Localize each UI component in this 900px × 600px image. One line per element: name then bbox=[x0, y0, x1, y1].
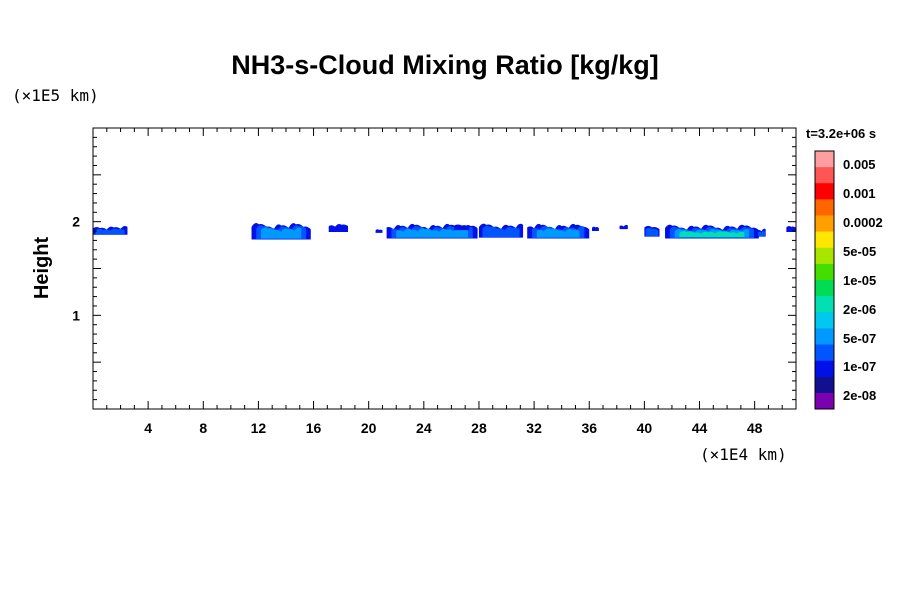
time-label: t=3.2e+06 s bbox=[806, 126, 876, 141]
colorbar-swatch bbox=[815, 199, 834, 216]
cloud-contour-band bbox=[328, 223, 349, 232]
cloud-contour-band bbox=[482, 225, 520, 238]
colorbar-level-label: 0.005 bbox=[843, 157, 876, 172]
cloud-patch bbox=[251, 222, 311, 240]
chart-title: NH3-s-Cloud Mixing Ratio [kg/kg] bbox=[231, 50, 659, 80]
colorbar-swatch bbox=[815, 167, 834, 184]
colorbar-swatch bbox=[815, 151, 834, 168]
colorbar-level-label: 2e-06 bbox=[843, 302, 876, 317]
colorbar-level-label: 1e-07 bbox=[843, 359, 876, 374]
cloud-patch bbox=[644, 225, 660, 237]
y-axis-label: Height bbox=[31, 237, 53, 300]
colorbar-swatch bbox=[815, 360, 834, 378]
cloud-patch bbox=[591, 226, 599, 232]
cloud-contour-band bbox=[619, 224, 628, 230]
x-tick-label: 8 bbox=[199, 420, 207, 436]
colorbar-swatch bbox=[815, 296, 834, 313]
cloud-contour-band bbox=[375, 229, 383, 233]
colorbar-level-label: 5e-07 bbox=[843, 331, 876, 346]
x-tick-label: 12 bbox=[251, 420, 267, 436]
colorbar-swatch bbox=[815, 328, 834, 345]
cloud-contour-band bbox=[95, 228, 125, 235]
cloud-patch bbox=[375, 229, 383, 233]
y-tick-label: 1 bbox=[72, 307, 80, 323]
x-tick-label: 4 bbox=[144, 420, 152, 436]
cloud-contour-band bbox=[758, 230, 766, 237]
cloud-patch bbox=[757, 228, 766, 237]
cloud-contour-band bbox=[786, 225, 796, 232]
plot-frame bbox=[92, 127, 797, 410]
colorbar-level-label: 2e-08 bbox=[843, 388, 876, 403]
colorbar-frame bbox=[814, 150, 835, 410]
colorbar-swatch bbox=[815, 376, 834, 394]
x-tick-label: 32 bbox=[526, 420, 542, 436]
colorbar-swatch bbox=[815, 247, 834, 265]
cloud-contour-band bbox=[536, 228, 580, 238]
colorbar-swatch bbox=[815, 231, 834, 249]
plot-area bbox=[93, 222, 796, 240]
cloud-contour-band bbox=[679, 231, 745, 238]
y-axis-unit: (×1E5 km) bbox=[12, 86, 99, 105]
colorbar-level-label: 1e-05 bbox=[843, 273, 876, 288]
colorbar-level-label: 0.0002 bbox=[843, 215, 883, 230]
x-axis-ticks: 4 8 12 16 20 24 28 32 36 40 44 48 bbox=[106, 128, 783, 436]
cloud-patch bbox=[619, 224, 628, 230]
cloud-patch bbox=[527, 223, 590, 239]
colorbar-swatch bbox=[815, 280, 834, 297]
x-tick-label: 40 bbox=[637, 420, 653, 436]
cloud-contour-band bbox=[591, 226, 599, 232]
colorbar-swatch bbox=[815, 344, 834, 361]
y-tick-label: 2 bbox=[72, 214, 80, 230]
cloud-contour-band bbox=[261, 227, 302, 239]
x-tick-label: 16 bbox=[306, 420, 322, 436]
cloud-contour-band bbox=[454, 224, 470, 231]
x-axis-unit: (×1E4 km) bbox=[700, 445, 787, 464]
cloud-contour-band bbox=[645, 227, 659, 237]
x-tick-label: 44 bbox=[692, 420, 708, 436]
cloud-patch bbox=[665, 224, 759, 239]
colorbar-level-label: 5e-05 bbox=[843, 244, 876, 259]
cloud-patch bbox=[328, 223, 349, 232]
colorbar-swatch bbox=[815, 183, 834, 200]
cloud-patch bbox=[478, 223, 524, 238]
colorbar-swatch bbox=[815, 215, 834, 232]
cloud-patch bbox=[93, 225, 128, 235]
x-tick-label: 24 bbox=[416, 420, 432, 436]
colorbar-swatch bbox=[815, 392, 834, 410]
cloud-contour-band bbox=[396, 228, 468, 238]
cloud-patch bbox=[786, 225, 796, 232]
colorbar-swatch bbox=[815, 312, 834, 329]
cloud-patch bbox=[454, 224, 470, 231]
colorbar-level-label: 0.001 bbox=[843, 186, 876, 201]
colorbar: 0.005 0.001 0.0002 5e-05 1e-05 2e-06 5e-07 1e-0… bbox=[814, 150, 883, 410]
x-tick-label: 36 bbox=[581, 420, 597, 436]
x-tick-label: 28 bbox=[471, 420, 487, 436]
colorbar-swatch bbox=[815, 263, 834, 281]
x-tick-label: 20 bbox=[361, 420, 377, 436]
y-axis-ticks: 12 bbox=[72, 136, 796, 401]
x-tick-label: 48 bbox=[747, 420, 763, 436]
